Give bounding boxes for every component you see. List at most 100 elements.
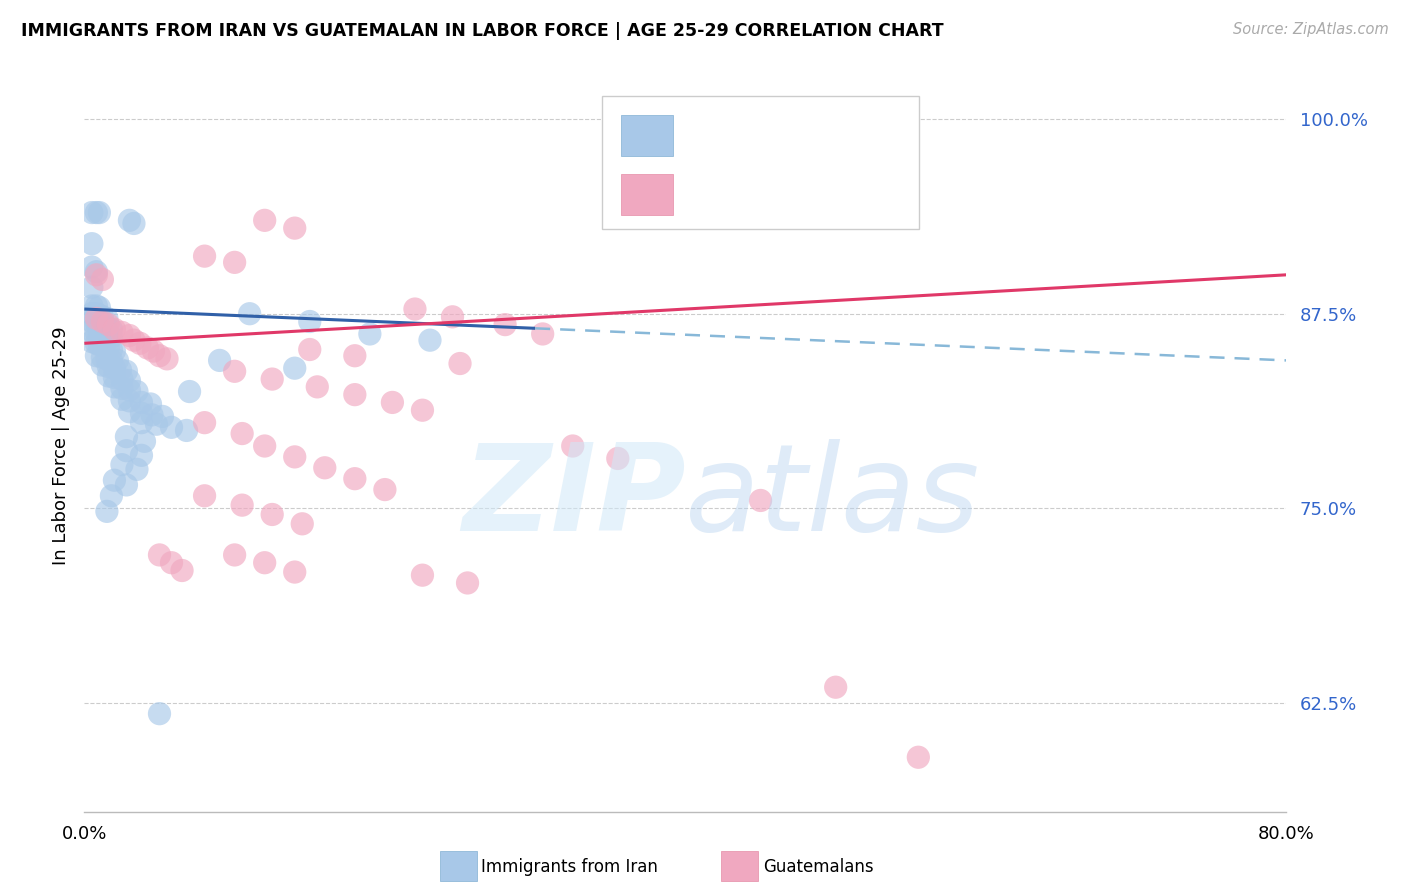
- Point: [80, 260, 103, 274]
- Point: [80, 205, 103, 219]
- Point: [125, 384, 148, 399]
- Point: [110, 363, 132, 377]
- Point: [107, 353, 129, 368]
- Point: [96, 320, 118, 334]
- Point: [80, 334, 103, 349]
- Point: [419, 333, 441, 347]
- Point: [97, 359, 120, 374]
- Point: [411, 403, 433, 417]
- Point: [449, 357, 471, 371]
- Point: [89, 326, 111, 341]
- Point: [142, 344, 165, 359]
- Point: [606, 451, 628, 466]
- Point: [494, 318, 516, 332]
- Point: [148, 548, 170, 562]
- Point: [118, 405, 141, 419]
- Text: Immigrants from Iran: Immigrants from Iran: [481, 858, 658, 876]
- Point: [125, 462, 148, 476]
- Point: [100, 343, 122, 357]
- FancyBboxPatch shape: [620, 174, 673, 215]
- Point: [136, 341, 159, 355]
- Point: [411, 568, 433, 582]
- Point: [118, 393, 141, 408]
- Point: [97, 341, 120, 355]
- Point: [224, 364, 246, 378]
- Point: [179, 384, 201, 399]
- Point: [111, 372, 134, 386]
- Point: [80, 307, 103, 321]
- Point: [93, 339, 115, 353]
- Point: [208, 353, 231, 368]
- Point: [97, 368, 120, 383]
- Point: [89, 338, 111, 352]
- Point: [115, 430, 138, 444]
- Point: [253, 556, 276, 570]
- Point: [86, 205, 108, 219]
- Point: [103, 370, 125, 384]
- Point: [89, 318, 111, 332]
- Point: [160, 556, 183, 570]
- Point: [86, 336, 108, 351]
- Point: [359, 326, 381, 341]
- Point: [152, 409, 174, 424]
- Point: [314, 460, 336, 475]
- Point: [115, 443, 138, 458]
- Point: [91, 310, 114, 324]
- Point: [145, 417, 167, 432]
- Point: [80, 324, 103, 338]
- Point: [100, 353, 122, 368]
- Point: [131, 448, 153, 462]
- Point: [194, 249, 217, 263]
- Point: [86, 316, 108, 330]
- Point: [824, 680, 846, 694]
- Point: [103, 380, 125, 394]
- Point: [262, 372, 284, 386]
- Point: [749, 493, 772, 508]
- Point: [96, 351, 118, 366]
- Point: [115, 478, 138, 492]
- Point: [561, 439, 583, 453]
- Point: [253, 439, 276, 453]
- Point: [531, 326, 554, 341]
- Point: [111, 326, 134, 340]
- Point: [86, 311, 108, 326]
- Point: [86, 349, 108, 363]
- Point: [80, 280, 103, 294]
- Point: [96, 330, 118, 344]
- Point: [103, 322, 125, 336]
- Point: [284, 450, 307, 464]
- Point: [103, 344, 125, 359]
- Point: [291, 516, 314, 531]
- Point: [93, 328, 115, 343]
- Point: [284, 221, 307, 235]
- Point: [381, 395, 404, 409]
- Point: [118, 328, 141, 343]
- Text: R = -0.070   N = 82: R = -0.070 N = 82: [686, 126, 908, 145]
- Point: [86, 326, 108, 340]
- Point: [307, 380, 329, 394]
- FancyBboxPatch shape: [620, 115, 673, 156]
- Point: [97, 318, 120, 332]
- Point: [343, 387, 366, 401]
- Point: [231, 498, 253, 512]
- Text: Source: ZipAtlas.com: Source: ZipAtlas.com: [1233, 22, 1389, 37]
- Text: ZIP: ZIP: [461, 439, 686, 556]
- Point: [86, 307, 108, 321]
- Point: [298, 314, 321, 328]
- Point: [160, 420, 183, 434]
- Point: [100, 489, 122, 503]
- Point: [262, 508, 284, 522]
- Point: [86, 268, 108, 282]
- Point: [343, 472, 366, 486]
- Point: [100, 322, 122, 336]
- Point: [343, 349, 366, 363]
- Point: [122, 217, 145, 231]
- Point: [111, 392, 134, 407]
- Point: [118, 213, 141, 227]
- Point: [284, 565, 307, 579]
- Point: [103, 361, 125, 376]
- Point: [141, 408, 163, 422]
- Point: [89, 301, 111, 315]
- Point: [103, 473, 125, 487]
- Point: [170, 564, 193, 578]
